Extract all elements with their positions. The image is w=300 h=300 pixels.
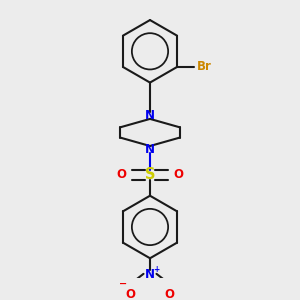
Text: +: + — [153, 265, 160, 274]
Text: −: − — [119, 279, 128, 289]
Text: N: N — [145, 109, 155, 122]
Text: N: N — [145, 143, 155, 156]
Text: O: O — [164, 288, 174, 300]
Text: N: N — [145, 268, 155, 281]
Text: Br: Br — [196, 60, 211, 74]
Text: O: O — [126, 288, 136, 300]
Text: S: S — [145, 167, 155, 182]
Text: O: O — [174, 168, 184, 182]
Text: O: O — [116, 168, 126, 182]
